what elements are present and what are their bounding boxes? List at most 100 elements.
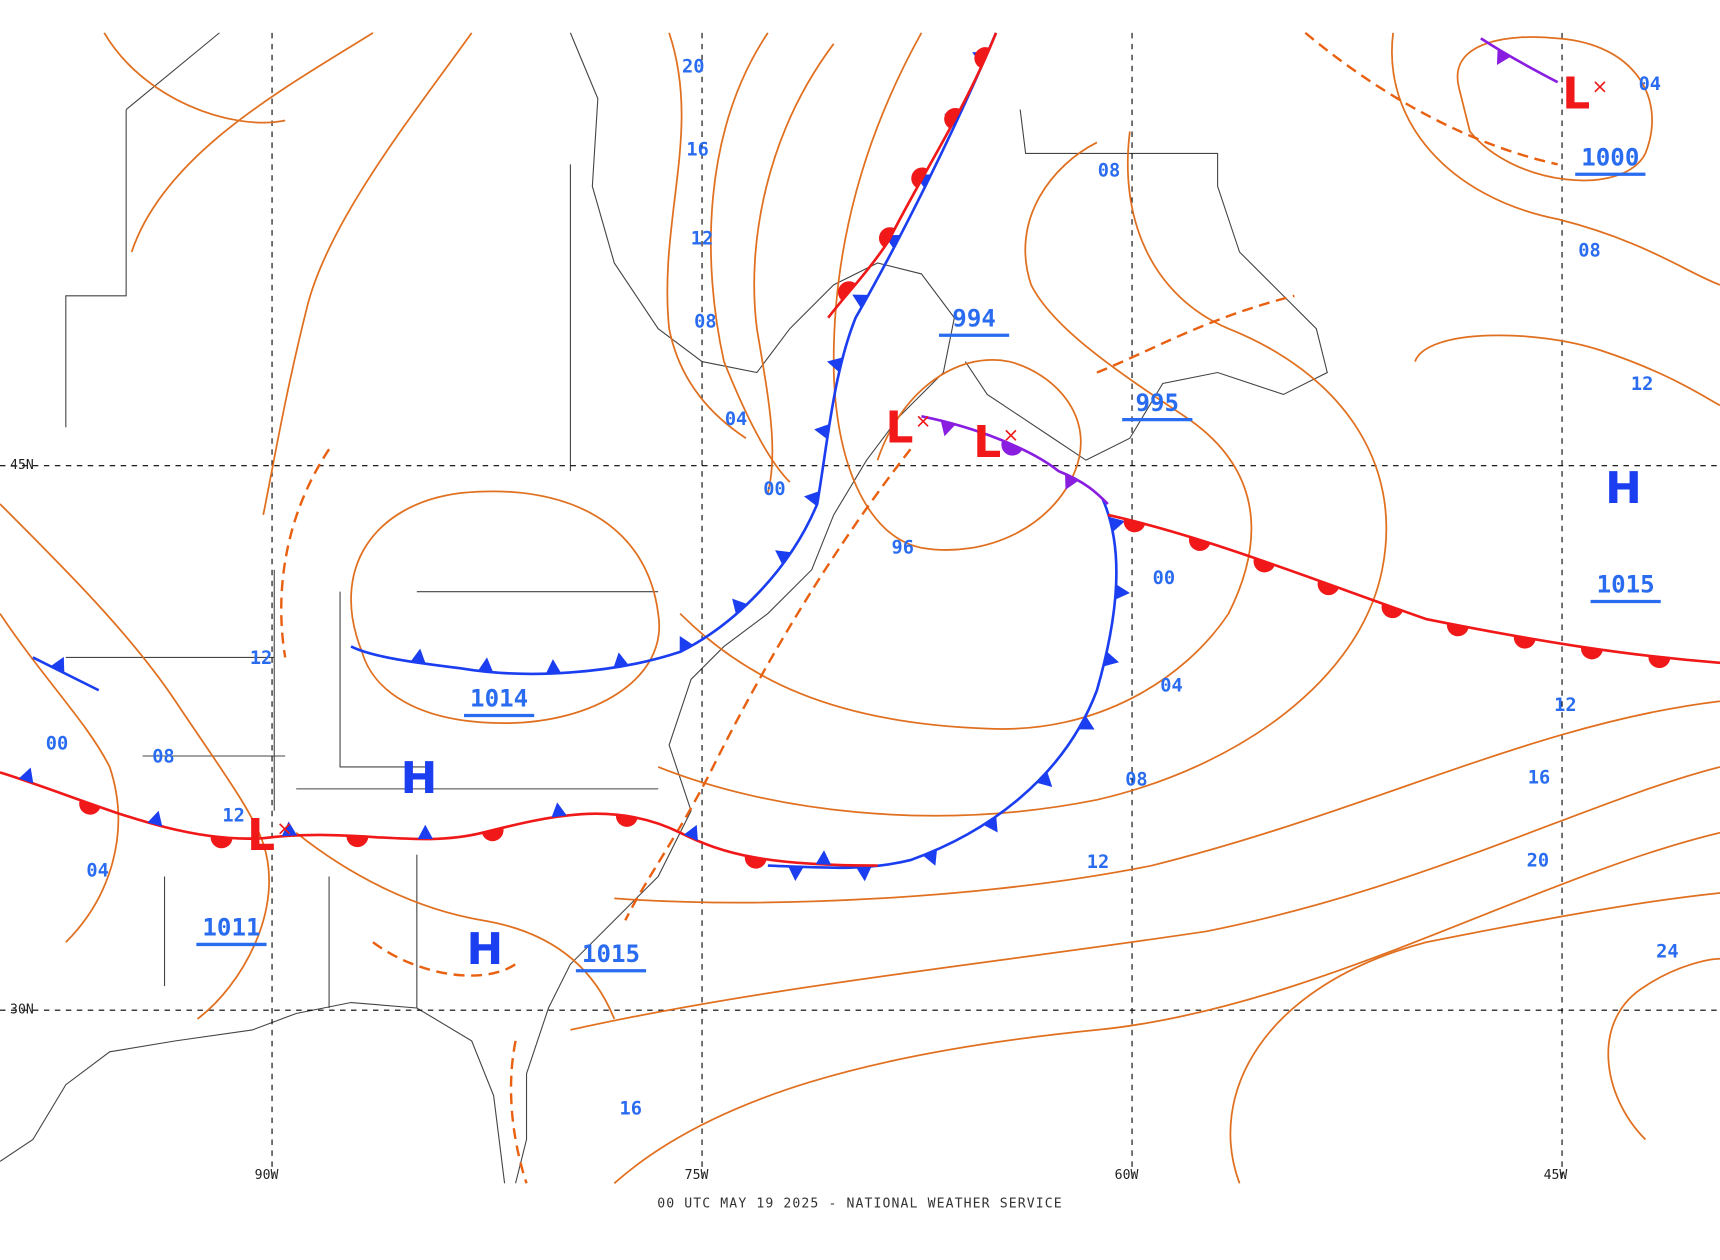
- front-symbol: [744, 855, 767, 869]
- front-symbol: [417, 824, 434, 840]
- front-triangle: [281, 821, 298, 837]
- front-symbol: [1036, 771, 1053, 788]
- central-pressure: 1015: [582, 940, 640, 968]
- front-semicircle: [944, 107, 961, 129]
- front-symbol: [1446, 623, 1469, 637]
- isobar-label: 12: [250, 648, 272, 669]
- isobar: [1456, 36, 1653, 182]
- front-triangle: [922, 849, 937, 866]
- pressure-center-symbol: H: [401, 753, 438, 804]
- isobar: [679, 141, 1253, 730]
- front-symbol: [1115, 584, 1130, 600]
- coastline: [964, 109, 1328, 461]
- isobar-label: 00: [763, 479, 785, 500]
- front-symbol: [983, 816, 998, 833]
- front-symbol: [827, 357, 843, 373]
- front-symbol: [679, 636, 694, 653]
- isobar-label: 08: [694, 312, 716, 333]
- front-symbol: [1189, 536, 1211, 551]
- isobar: [657, 131, 1388, 817]
- front-triangle: [827, 357, 843, 373]
- low-center-mark: ×: [915, 409, 932, 432]
- front-symbol: [147, 810, 163, 827]
- trough: [372, 941, 517, 977]
- isobar: [262, 32, 473, 516]
- front-symbol: [1581, 646, 1603, 660]
- front-symbol: [210, 836, 233, 849]
- front-triangle: [417, 824, 434, 840]
- front-triangle: [1109, 516, 1126, 532]
- front-semicircle: [1581, 646, 1603, 660]
- front-semicircle: [879, 227, 895, 248]
- footer: 00 UTC MAY 19 2025 - NATIONAL WEATHER SE…: [657, 1196, 1063, 1211]
- front-triangle: [1496, 48, 1511, 65]
- front-triangle: [410, 648, 426, 664]
- isobar: [0, 503, 270, 1020]
- front-symbol: [1123, 518, 1146, 533]
- front-symbol: [1253, 557, 1275, 573]
- front-symbol: [1065, 473, 1079, 490]
- front-symbol: [1381, 603, 1403, 619]
- isobar-label: 12: [1554, 695, 1576, 716]
- isobar-label: 12: [222, 806, 244, 827]
- front-symbol: [1001, 440, 1023, 456]
- isobar: [295, 832, 616, 1020]
- front-symbol: [346, 835, 369, 848]
- front-symbol: [410, 648, 426, 664]
- front-triangle: [1078, 715, 1095, 730]
- central-pressure: 1011: [202, 914, 260, 942]
- isobar-label: 08: [152, 747, 174, 768]
- front-symbol: [814, 423, 830, 440]
- front-semicircle: [1123, 518, 1146, 533]
- front-semicircle: [1317, 580, 1339, 596]
- isobar: [1391, 32, 1720, 286]
- front-semicircle: [615, 814, 638, 827]
- front-semicircle: [1001, 440, 1023, 456]
- pressure-center-symbol: L: [973, 417, 1001, 468]
- cold-front: [32, 656, 100, 692]
- front-triangle: [1036, 771, 1053, 788]
- front-triangle: [814, 423, 830, 440]
- occluded-front: [921, 415, 1109, 505]
- front-symbol: [477, 657, 494, 673]
- front-semicircle: [1381, 603, 1403, 619]
- front-triangle: [679, 636, 694, 653]
- front-symbol: [481, 827, 504, 842]
- front-triangle: [940, 420, 956, 437]
- front-symbol: [1317, 580, 1339, 596]
- pressure-center-symbol: L: [1562, 68, 1590, 119]
- warm-front: [827, 32, 998, 319]
- front-triangle: [545, 659, 562, 674]
- front-triangle: [683, 824, 698, 842]
- front-symbol: [788, 866, 804, 881]
- front-triangle: [788, 866, 804, 881]
- front-symbol: [613, 652, 629, 668]
- state-border: [65, 32, 659, 1008]
- front-symbol: [856, 866, 872, 882]
- front-symbol: [732, 598, 748, 615]
- isobar-label: 12: [1631, 374, 1653, 395]
- front-semicircle: [481, 827, 504, 842]
- isobar-label: 04: [725, 409, 747, 430]
- isobar-label: 16: [620, 1098, 642, 1119]
- front-triangle: [804, 491, 820, 507]
- central-pressure: 995: [1135, 389, 1179, 417]
- isobar-label: 12: [1087, 852, 1109, 873]
- front-symbol: [1513, 635, 1536, 649]
- isobar-label: 16: [686, 140, 708, 161]
- isobar-label: 08: [1578, 240, 1600, 261]
- front-semicircle: [1446, 623, 1469, 637]
- isobar-label: 08: [1098, 160, 1120, 181]
- isobar: [832, 32, 1082, 551]
- trough: [280, 448, 331, 658]
- front-triangle: [732, 598, 748, 615]
- coastline: [0, 1001, 506, 1184]
- trough: [509, 1040, 528, 1184]
- latitude-label: 45N: [10, 458, 34, 473]
- front-symbol: [775, 550, 792, 565]
- front-semicircle: [346, 835, 369, 848]
- front-triangle: [1103, 651, 1119, 667]
- pressure-center-symbol: L: [247, 810, 275, 861]
- low-center-mark: ×: [1592, 75, 1609, 98]
